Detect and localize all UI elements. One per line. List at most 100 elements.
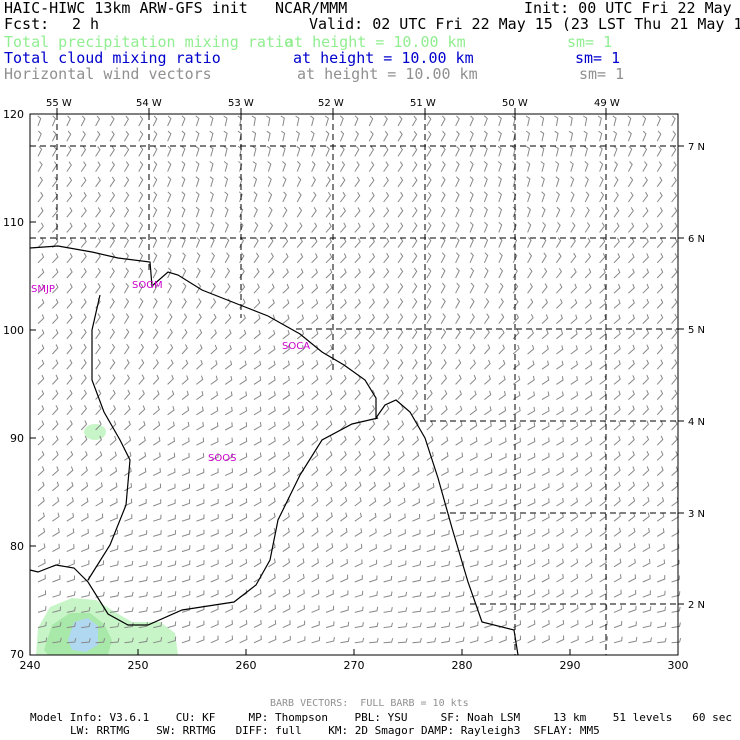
wind-barb (512, 574, 522, 583)
wind-barb (37, 606, 47, 613)
wind-barb (282, 191, 287, 203)
wind-barb (181, 267, 187, 279)
wind-barb (440, 359, 447, 370)
wind-barb (253, 604, 262, 613)
wind-barb (671, 591, 681, 598)
wind-barb (95, 560, 105, 568)
wind-barb (339, 145, 345, 157)
wind-barb (210, 498, 219, 507)
wind-barb (195, 237, 201, 248)
wind-barb (642, 466, 650, 476)
wind-barb (469, 206, 474, 218)
wind-barb (196, 453, 205, 461)
wind-barb (613, 420, 621, 431)
wind-barb (195, 191, 200, 203)
wind-barb (613, 145, 618, 157)
wind-barb (167, 560, 177, 568)
wind-barb (196, 375, 204, 385)
wind-barb (109, 374, 116, 385)
wind-barb (426, 191, 432, 203)
wind-barb (167, 545, 177, 553)
wind-barb (397, 222, 404, 233)
wind-barb (498, 422, 507, 431)
wind-barb (556, 482, 564, 492)
wind-barb (109, 313, 115, 324)
wind-barb (613, 237, 620, 248)
wind-barb (383, 404, 390, 416)
wind-barb (513, 544, 522, 553)
wind-barb (671, 497, 679, 507)
wind-barb (671, 192, 678, 203)
wind-barb (568, 115, 573, 127)
wind-barb (498, 282, 504, 294)
wind-barb (628, 574, 637, 583)
wind-barb (599, 299, 607, 309)
wind-barb (512, 468, 522, 477)
wind-barb (196, 529, 205, 537)
wind-barb (642, 298, 650, 309)
wind-barb (340, 512, 348, 522)
wind-barb (541, 513, 550, 522)
wind-barb (455, 468, 464, 477)
y-tick-70: 70 (10, 648, 24, 661)
wind-barb (469, 237, 474, 248)
wind-barb (37, 390, 45, 400)
wind-barb (426, 420, 434, 431)
wind-barb (584, 620, 594, 629)
wind-barb (223, 130, 228, 142)
wind-barb (340, 314, 347, 324)
wind-barb (483, 252, 489, 264)
wind-barb (369, 637, 379, 644)
wind-barb (340, 606, 349, 613)
wind-barb (440, 282, 446, 294)
wind-barb (484, 575, 493, 583)
wind-barb (570, 283, 577, 294)
wind-barb (209, 115, 214, 127)
wind-barb (541, 498, 550, 507)
wind-barb (397, 313, 404, 324)
wind-barb (52, 298, 59, 309)
wind-barb (383, 191, 390, 203)
field-precip-name: Total precipitation mixing ratio (4, 33, 293, 51)
wind-barb (383, 466, 391, 476)
wind-barb (95, 451, 103, 461)
wind-barb (656, 268, 664, 279)
wind-barb (512, 313, 520, 324)
wind-barb (66, 130, 72, 142)
wind-barb (656, 497, 665, 507)
wind-barb (253, 513, 262, 522)
wind-barb (167, 191, 172, 203)
wind-barb (368, 161, 375, 172)
wind-barb (613, 620, 623, 629)
wind-barb (37, 329, 45, 340)
wind-barb (426, 115, 432, 127)
wind-barb (584, 268, 592, 279)
wind-barb (296, 436, 305, 446)
wind-barb (671, 466, 679, 476)
wind-barb (52, 405, 59, 416)
wind-barb (224, 406, 233, 416)
wind-barb (52, 253, 59, 264)
wind-barb (224, 313, 232, 324)
wind-barb (268, 283, 275, 294)
wind-barb (95, 359, 101, 370)
wind-barb (253, 176, 258, 187)
right-label-4n: 4 N (688, 417, 705, 428)
wind-barb (311, 283, 319, 294)
wind-barb (368, 328, 375, 340)
wind-barb (642, 161, 648, 172)
wind-barb (397, 435, 405, 446)
wind-barb (412, 637, 422, 644)
wind-barb (80, 115, 86, 127)
wind-barb (282, 589, 291, 598)
wind-barb (426, 176, 432, 188)
wind-barb (570, 314, 578, 324)
wind-barb (181, 421, 190, 431)
wind-barb (196, 575, 205, 583)
wind-barb (498, 560, 507, 568)
wind-barb (281, 130, 286, 142)
wind-barb (671, 130, 677, 142)
wind-barb (426, 374, 433, 385)
wind-barb (66, 389, 73, 400)
wind-barb (66, 313, 73, 324)
